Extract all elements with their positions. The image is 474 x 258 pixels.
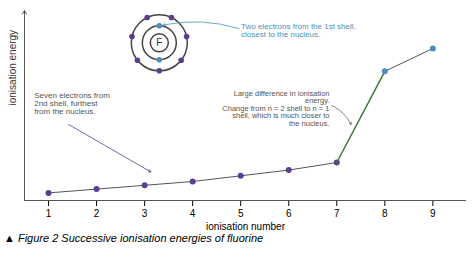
svg-text:Two electrons from the 1st she: Two electrons from the 1st shell,closest…	[241, 22, 356, 39]
svg-text:ionisation number: ionisation number	[206, 221, 286, 232]
svg-text:Large difference in ionisation: Large difference in ionisationenergy.Cha…	[222, 89, 329, 128]
svg-text:7: 7	[334, 208, 340, 219]
svg-text:Seven electrons from2nd shell,: Seven electrons from2nd shell, furthestf…	[34, 91, 110, 116]
svg-text:4: 4	[190, 208, 196, 219]
svg-text:2: 2	[94, 208, 100, 219]
svg-text:9: 9	[430, 208, 436, 219]
svg-text:5: 5	[238, 208, 244, 219]
html-text:▲ Figure 2 Successive ionisati: ▲ Figure 2 Successive ionisation energie…	[4, 232, 264, 244]
svg-text:3: 3	[142, 208, 148, 219]
svg-text:6: 6	[286, 208, 292, 219]
svg-text:F: F	[156, 37, 162, 48]
svg-text:ionisation energy: ionisation energy	[7, 30, 18, 106]
svg-text:8: 8	[382, 208, 388, 219]
svg-text:1: 1	[46, 208, 52, 219]
